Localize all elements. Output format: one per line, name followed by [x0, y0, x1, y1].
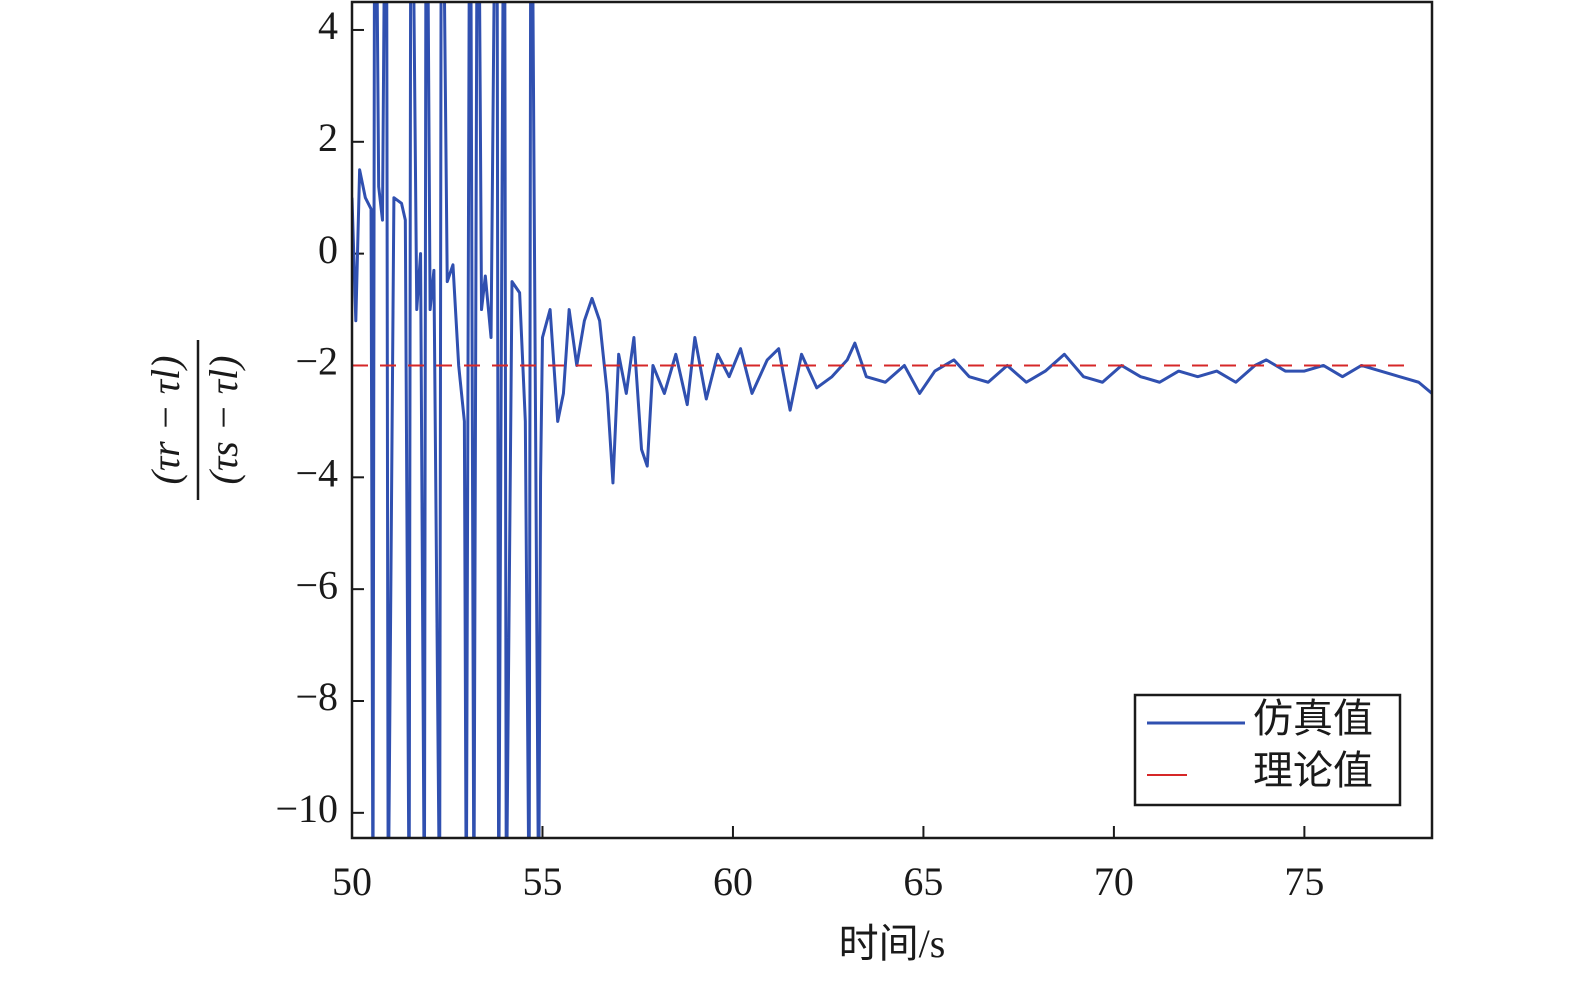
legend-label: 仿真值 — [1253, 696, 1373, 741]
y-tick-label: −8 — [295, 674, 338, 719]
legend-label: 理论值 — [1253, 748, 1373, 793]
legend-box — [1133, 693, 1402, 807]
y-tick-label: −2 — [295, 339, 338, 384]
y-label-numerator: (τr − τl) — [143, 356, 188, 485]
x-tick-label: 55 — [522, 859, 562, 904]
x-tick-label: 75 — [1284, 859, 1324, 904]
series-line — [352, 2, 1432, 838]
x-tick-label: 50 — [332, 859, 372, 904]
y-tick-label: 2 — [318, 115, 338, 160]
y-tick-label: −4 — [295, 450, 338, 495]
x-tick-label: 60 — [713, 859, 753, 904]
y-axis-label: (τr − τl) (τs − τl) — [143, 340, 246, 500]
plot-frame — [350, 0, 1434, 840]
y-label-denominator: (τs − τl) — [201, 356, 246, 485]
y-tick-label: −6 — [295, 562, 338, 607]
plot-area — [352, 2, 1432, 838]
y-tick-label: −10 — [275, 786, 338, 831]
y-tick-label: 0 — [318, 227, 338, 272]
x-axis-label: 时间/s — [839, 921, 946, 966]
x-tick-label: 70 — [1094, 859, 1134, 904]
x-tick-label: 65 — [903, 859, 943, 904]
y-tick-label: 4 — [318, 3, 338, 48]
